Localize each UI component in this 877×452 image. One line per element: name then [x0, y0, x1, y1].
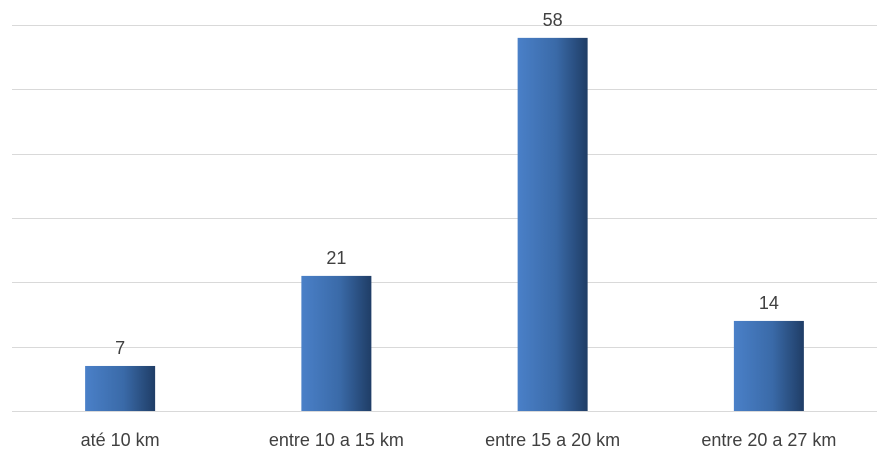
data-labels: 7 21 58 14 — [115, 10, 779, 358]
gridlines — [12, 25, 877, 412]
data-label: 58 — [543, 10, 563, 30]
data-label: 21 — [326, 248, 346, 268]
bar — [301, 275, 372, 411]
bar — [733, 320, 804, 411]
bar — [85, 365, 156, 411]
x-tick-label: até 10 km — [81, 430, 160, 450]
data-label: 14 — [759, 293, 779, 313]
x-tick-labels: até 10 km entre 10 a 15 km entre 15 a 20 k… — [81, 430, 837, 450]
x-tick-label: entre 10 a 15 km — [269, 430, 404, 450]
x-tick-label: entre 15 a 20 km — [485, 430, 620, 450]
x-tick-label: entre 20 a 27 km — [701, 430, 836, 450]
bars — [85, 37, 804, 411]
data-label: 7 — [115, 338, 125, 358]
bar — [517, 37, 588, 411]
